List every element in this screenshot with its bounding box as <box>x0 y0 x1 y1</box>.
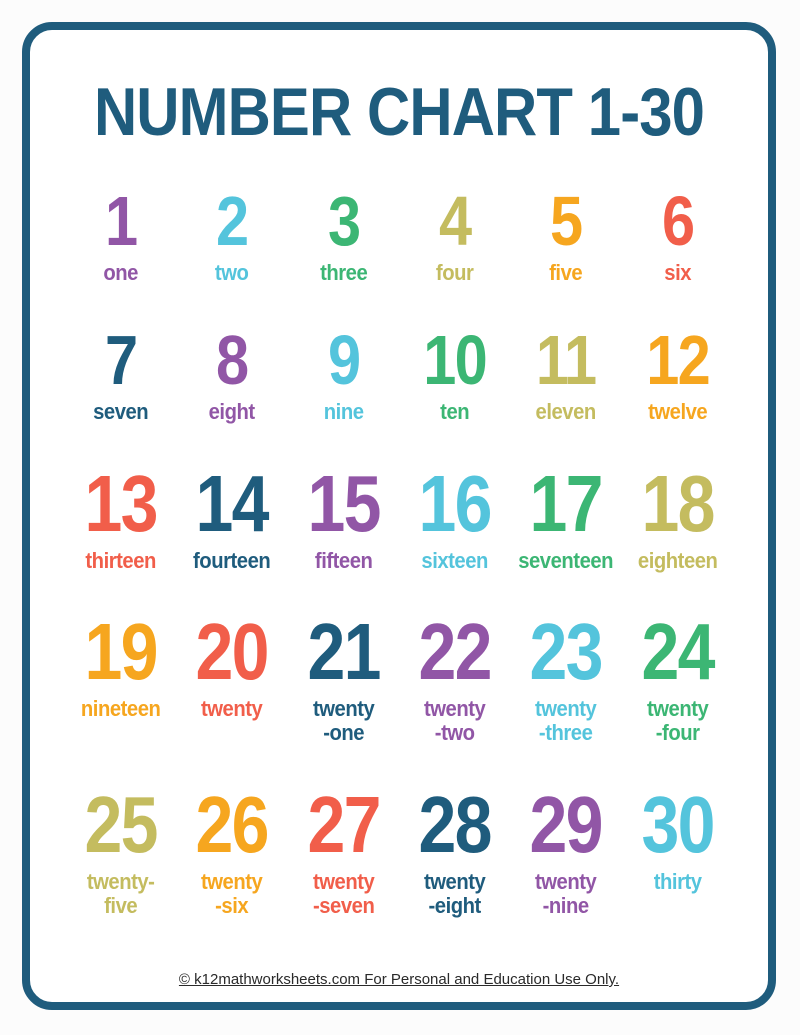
number-cell-19: 19 nineteen <box>65 612 176 745</box>
number-word: six <box>663 260 691 285</box>
number-cell-12: 12 twelve <box>622 325 733 424</box>
numeral: 15 <box>307 458 381 548</box>
number-word: sixteen <box>421 547 488 573</box>
number-cell-25: 25 twenty- five <box>65 779 176 918</box>
numeral: 5 <box>550 182 583 260</box>
number-word: twenty- five <box>86 868 155 918</box>
number-cell-23: 23 twenty -three <box>510 612 621 745</box>
number-word: twenty <box>201 696 263 722</box>
number-word: thirteen <box>85 547 156 573</box>
numeral: 21 <box>307 607 381 697</box>
numeral: 28 <box>418 779 493 869</box>
numeral: 24 <box>641 607 715 697</box>
numeral: 20 <box>195 607 270 697</box>
page-title: NUMBER CHART 1-30 <box>93 74 705 150</box>
number-word: nineteen <box>80 696 161 722</box>
number-cell-21: 21 twenty -one <box>288 612 399 745</box>
worksheet-border: NUMBER CHART 1-30 1 one 2 two 3 three 4 four 5 fi… <box>22 22 776 1010</box>
number-cell-29: 29 twenty -nine <box>510 779 621 918</box>
number-word: twenty -nine <box>535 868 597 918</box>
number-cell-15: 15 fifteen <box>288 458 399 573</box>
number-cell-27: 27 twenty -seven <box>288 779 399 918</box>
number-word: three <box>319 260 368 285</box>
number-word: ten <box>440 398 470 424</box>
number-cell-18: 18 eighteen <box>622 458 733 573</box>
number-word: twelve <box>647 398 708 424</box>
footer-credit: © k12mathworksheets.com For Personal and… <box>178 971 620 988</box>
numeral: 11 <box>536 320 597 399</box>
numeral: 1 <box>104 182 138 260</box>
number-word: twenty -six <box>201 868 263 918</box>
number-word: eighteen <box>637 547 718 573</box>
number-word: eight <box>208 398 256 424</box>
number-cell-26: 26 twenty -six <box>176 779 287 918</box>
numeral: 3 <box>327 182 361 260</box>
numeral: 6 <box>661 182 695 260</box>
number-word: thirty <box>653 868 702 894</box>
numeral: 27 <box>307 779 381 869</box>
numeral: 26 <box>195 779 270 869</box>
number-cell-14: 14 fourteen <box>176 458 287 573</box>
number-word: nine <box>323 398 364 424</box>
number-cell-13: 13 thirteen <box>65 458 176 573</box>
number-cell-1: 1 one <box>65 186 176 285</box>
number-word: twenty -three <box>535 696 597 745</box>
number-cell-28: 28 twenty -eight <box>399 779 510 918</box>
numeral: 22 <box>418 607 493 697</box>
number-cell-6: 6 six <box>622 186 733 285</box>
number-cell-2: 2 two <box>176 186 287 285</box>
numeral: 23 <box>529 607 604 697</box>
numeral: 18 <box>641 458 715 548</box>
number-word: fourteen <box>193 547 271 573</box>
number-word: two <box>215 260 249 285</box>
number-cell-22: 22 twenty -two <box>399 612 510 745</box>
numeral: 12 <box>645 320 710 399</box>
number-cell-30: 30 thirty <box>622 779 733 918</box>
numeral: 16 <box>418 458 493 548</box>
number-cell-24: 24 twenty -four <box>622 612 733 745</box>
numeral: 29 <box>529 779 604 869</box>
number-cell-9: 9 nine <box>288 325 399 424</box>
number-cell-7: 7 seven <box>65 325 176 424</box>
number-word: eleven <box>535 398 597 424</box>
numeral: 13 <box>84 458 159 548</box>
numeral: 7 <box>104 320 138 399</box>
number-cell-10: 10 ten <box>399 325 510 424</box>
number-word: twenty -two <box>423 696 486 745</box>
number-cell-4: 4 four <box>399 186 510 285</box>
numeral: 17 <box>529 458 604 548</box>
numeral: 2 <box>216 182 249 260</box>
number-cell-20: 20 twenty <box>176 612 287 745</box>
number-cell-11: 11 eleven <box>510 325 621 424</box>
numeral: 9 <box>327 320 361 399</box>
numeral: 25 <box>84 779 159 869</box>
number-cell-17: 17 seventeen <box>510 458 621 573</box>
number-word: twenty -one <box>312 696 375 745</box>
number-cell-8: 8 eight <box>176 325 287 424</box>
number-word: twenty -eight <box>423 868 486 918</box>
number-grid: 1 one 2 two 3 three 4 four 5 five 6 six 7 seven 8 eight… <box>65 186 733 917</box>
numeral: 14 <box>195 458 270 548</box>
number-word: fifteen <box>314 547 373 573</box>
number-word: seventeen <box>518 547 614 573</box>
number-word: twenty -seven <box>312 868 375 918</box>
number-word: four <box>435 260 474 285</box>
number-word: one <box>103 260 138 285</box>
number-cell-5: 5 five <box>510 186 621 285</box>
numeral: 19 <box>84 607 159 697</box>
numeral: 4 <box>438 182 472 260</box>
numeral: 30 <box>641 779 715 869</box>
number-cell-3: 3 three <box>288 186 399 285</box>
number-word: twenty -four <box>646 696 709 745</box>
numeral: 8 <box>216 320 249 399</box>
number-word: five <box>549 260 583 285</box>
numeral: 10 <box>423 320 487 399</box>
number-cell-16: 16 sixteen <box>399 458 510 573</box>
number-word: seven <box>93 398 149 424</box>
